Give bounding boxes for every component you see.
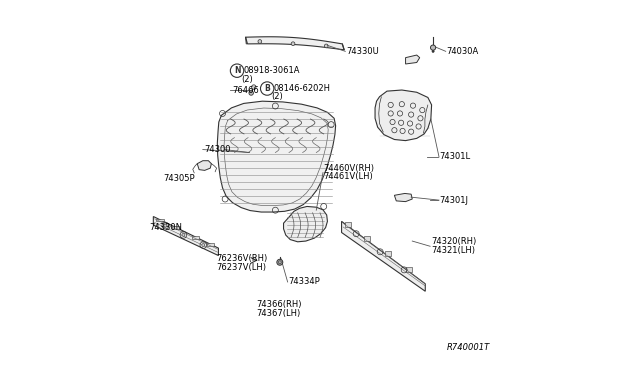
- Text: 76466: 76466: [232, 86, 259, 94]
- Polygon shape: [342, 221, 425, 291]
- Circle shape: [258, 40, 262, 44]
- Polygon shape: [154, 217, 218, 256]
- Polygon shape: [394, 193, 412, 202]
- Text: 74461V(LH): 74461V(LH): [324, 172, 374, 181]
- Circle shape: [249, 91, 253, 95]
- Text: 74330U: 74330U: [346, 47, 379, 56]
- Text: B: B: [264, 84, 270, 93]
- Text: 74321(LH): 74321(LH): [431, 246, 475, 255]
- Text: 74030A: 74030A: [447, 47, 479, 56]
- Text: 76236V(RH): 76236V(RH): [216, 254, 267, 263]
- Polygon shape: [375, 90, 431, 141]
- Circle shape: [291, 42, 295, 46]
- Text: 74301J: 74301J: [440, 196, 468, 205]
- Text: 74367(LH): 74367(LH): [257, 309, 301, 318]
- Polygon shape: [385, 251, 390, 256]
- Circle shape: [277, 259, 283, 265]
- Text: 74460V(RH): 74460V(RH): [324, 164, 375, 173]
- Text: 76237V(LH): 76237V(LH): [216, 263, 266, 272]
- Text: 74330N: 74330N: [150, 223, 182, 232]
- Polygon shape: [172, 227, 180, 229]
- Polygon shape: [246, 37, 344, 50]
- Polygon shape: [192, 236, 200, 238]
- Polygon shape: [346, 222, 351, 227]
- Polygon shape: [197, 161, 211, 170]
- Circle shape: [182, 233, 185, 236]
- Text: 74305P: 74305P: [164, 174, 195, 183]
- Circle shape: [432, 50, 434, 52]
- Text: 74301L: 74301L: [440, 153, 471, 161]
- Text: 08918-3061A: 08918-3061A: [244, 66, 300, 75]
- Circle shape: [324, 44, 328, 48]
- Polygon shape: [406, 267, 412, 272]
- Circle shape: [202, 244, 205, 247]
- Circle shape: [252, 85, 256, 89]
- Text: N: N: [234, 66, 240, 75]
- Text: 74366(RH): 74366(RH): [257, 300, 302, 309]
- Polygon shape: [207, 243, 214, 246]
- Polygon shape: [218, 101, 335, 212]
- Polygon shape: [406, 55, 420, 64]
- Text: 74300: 74300: [205, 145, 231, 154]
- Polygon shape: [156, 219, 164, 221]
- Polygon shape: [364, 235, 370, 241]
- Text: (2): (2): [271, 92, 284, 101]
- Circle shape: [431, 45, 436, 50]
- Text: R740001T: R740001T: [447, 343, 490, 352]
- Circle shape: [164, 224, 167, 227]
- Polygon shape: [284, 206, 328, 242]
- Text: (2): (2): [241, 75, 253, 84]
- Text: 74334P: 74334P: [289, 278, 320, 286]
- Text: 74320(RH): 74320(RH): [431, 237, 476, 246]
- Text: 08146-6202H: 08146-6202H: [273, 84, 330, 93]
